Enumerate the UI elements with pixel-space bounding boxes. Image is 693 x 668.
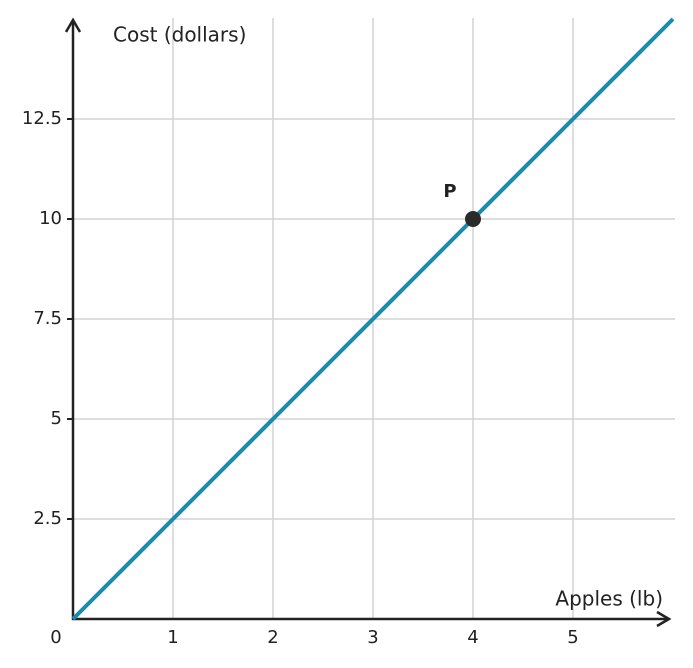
y-tick-label: 12.5 <box>22 108 62 129</box>
y-tick-label: 10 <box>39 208 62 229</box>
x-axis-arrow <box>656 610 672 628</box>
data-line <box>71 17 675 621</box>
x-tick-label: 2 <box>267 627 278 648</box>
y-axis-label: Cost (dollars) <box>113 23 246 47</box>
point-label: P <box>443 181 456 202</box>
x-tick-label: 1 <box>167 627 178 648</box>
x-axis-label: Apples (lb) <box>555 587 663 611</box>
y-tick-label: 5 <box>51 408 62 429</box>
y-tick-label: 2.5 <box>33 508 62 529</box>
x-tick-label: 4 <box>467 627 478 648</box>
point <box>465 211 481 227</box>
y-axis-arrow <box>64 17 82 33</box>
x-tick-label: 0 <box>50 627 61 648</box>
y-tick-label: 7.5 <box>33 308 62 329</box>
x-tick-label: 5 <box>567 627 578 648</box>
x-tick-label: 3 <box>367 627 378 648</box>
